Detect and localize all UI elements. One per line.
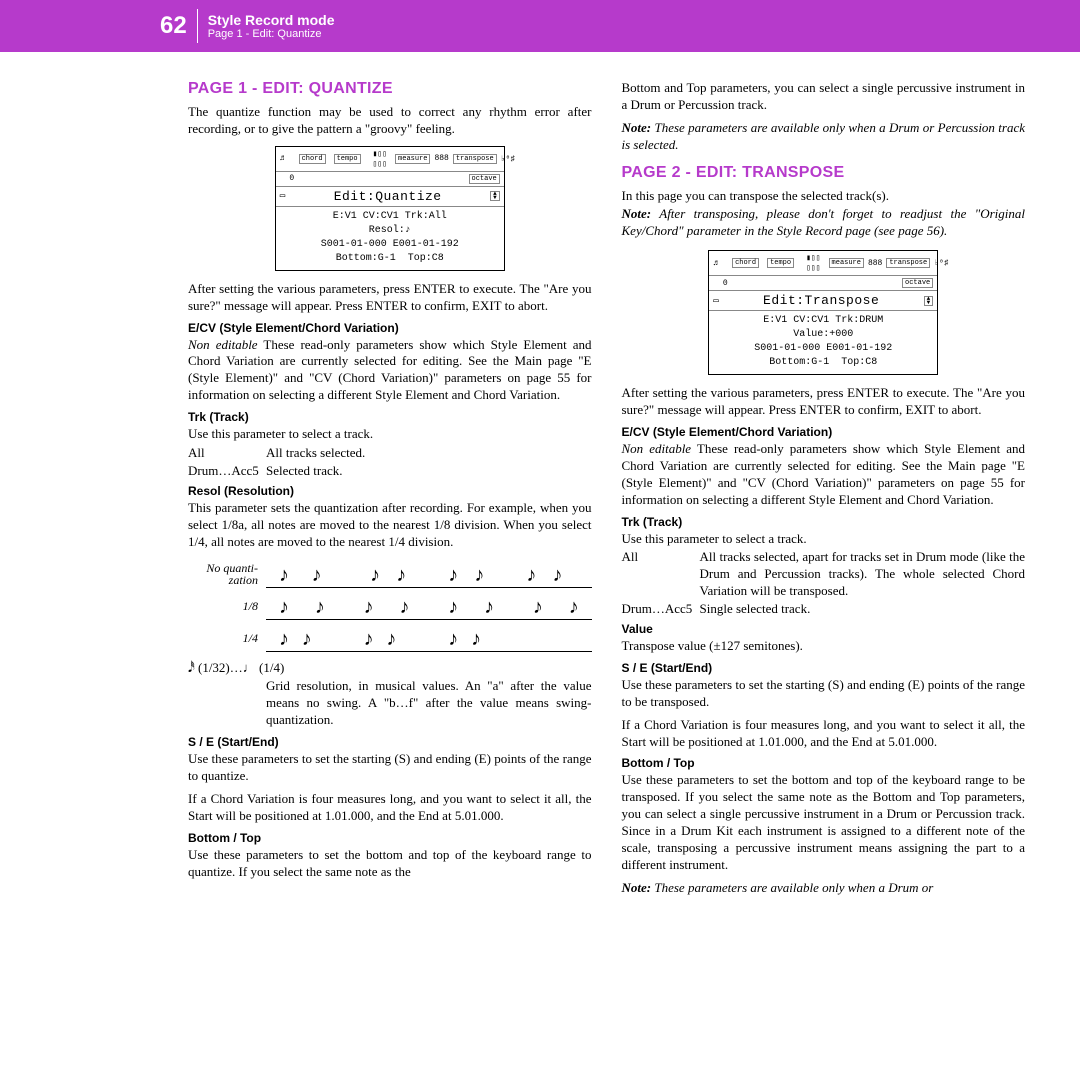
quantize-after-text: After setting the various parameters, pr… bbox=[188, 281, 592, 315]
header-divider bbox=[197, 9, 198, 43]
quantize-intro: The quantize function may be used to cor… bbox=[188, 104, 592, 138]
param-all-label: All bbox=[188, 445, 266, 462]
q14-label: 1/4 bbox=[188, 632, 266, 644]
ecv-heading: E/CV (Style Element/Chord Variation) bbox=[188, 321, 592, 335]
ecv-prefix-2: Non editable bbox=[622, 441, 692, 456]
ecv-body: Non editable These read-only parameters … bbox=[188, 337, 592, 405]
param-all-label-2: All bbox=[622, 549, 700, 600]
se-heading: S / E (Start/End) bbox=[188, 735, 592, 749]
bt-heading: Bottom / Top bbox=[188, 831, 592, 845]
ecv-prefix: Non editable bbox=[188, 337, 258, 352]
lcd-status-row: ♬ chord tempo ▮▯▯ ▯▯▯ measure 888 transp… bbox=[276, 147, 504, 172]
right-column: Bottom and Top parameters, you can selec… bbox=[622, 80, 1026, 907]
lcd2-line-1: E:V1 CV:CV1 Trk:DRUM bbox=[717, 314, 929, 327]
lcd-line-2: Resol:♪ bbox=[284, 224, 496, 237]
octave-icon: octave bbox=[469, 174, 500, 184]
left-column: PAGE 1 - EDIT: QUANTIZE The quantize fun… bbox=[188, 80, 592, 907]
note-2: Note: After transposing, please don't fo… bbox=[622, 206, 1026, 240]
trk-heading: Trk (Track) bbox=[188, 410, 592, 424]
header-title: Style Record mode bbox=[208, 12, 335, 29]
measure-icon: measure bbox=[395, 154, 430, 164]
note-1: Note: These parameters are available onl… bbox=[622, 120, 1026, 154]
chord-icon: chord bbox=[299, 154, 326, 164]
tempo-icon: tempo bbox=[767, 258, 794, 268]
folder-icon: ▭ bbox=[713, 296, 718, 306]
param-all-desc-2: All tracks selected, apart for tracks se… bbox=[700, 549, 1026, 600]
lcd-title-2: Edit:Transpose bbox=[723, 293, 920, 308]
bt-body-2: Use these parameters to set the bottom a… bbox=[622, 772, 1026, 873]
note-3: Note: These parameters are available onl… bbox=[622, 880, 1026, 897]
page-header: 62 Style Record mode Page 1 - Edit: Quan… bbox=[0, 0, 1080, 52]
lcd-body-2: E:V1 CV:CV1 Trk:DRUM Value:+000 S001-01-… bbox=[709, 311, 937, 374]
folder-icon: ▭ bbox=[280, 191, 285, 201]
noquant-line: ♪♪ ♪♪ ♪♪ ♪♪ bbox=[266, 560, 592, 588]
q18-label: 1/8 bbox=[188, 600, 266, 612]
lcd-transpose: ♬ chord tempo ▮▯▯ ▯▯▯ measure 888 transp… bbox=[708, 250, 938, 375]
q18-line: ♪♪ ♪♪ ♪♪ ♪♪ bbox=[266, 592, 592, 620]
se-heading-2: S / E (Start/End) bbox=[622, 661, 1026, 675]
lcd-title-row-2: ▭ Edit:Transpose ▲▼ bbox=[709, 291, 937, 311]
lcd2-line-4: Bottom:G-1 Top:C8 bbox=[717, 356, 929, 369]
lcd-line-1: E:V1 CV:CV1 Trk:All bbox=[284, 210, 496, 223]
param-all: All All tracks selected. bbox=[188, 445, 592, 462]
transpose-after-text: After setting the various parameters, pr… bbox=[622, 385, 1026, 419]
param-drum-label-2: Drum…Acc5 bbox=[622, 601, 700, 618]
trk-heading-2: Trk (Track) bbox=[622, 515, 1026, 529]
se-body-2: If a Chord Variation is four measures lo… bbox=[188, 791, 592, 825]
transpose-icon: transpose bbox=[886, 258, 930, 268]
bt-heading-2: Bottom / Top bbox=[622, 756, 1026, 770]
chord-icon: chord bbox=[732, 258, 759, 268]
lcd-octave-row-2: 0 octave bbox=[709, 276, 937, 291]
transpose-intro: In this page you can transpose the selec… bbox=[622, 188, 1026, 205]
param-drum: Drum…Acc5 Selected track. bbox=[188, 463, 592, 480]
se-body-1b: Use these parameters to set the starting… bbox=[622, 677, 1026, 711]
param-drum-desc-2: Single selected track. bbox=[700, 601, 1026, 618]
trk-intro-2: Use this parameter to select a track. bbox=[622, 531, 1026, 548]
lcd-line-3: S001-01-000 E001-01-192 bbox=[284, 238, 496, 251]
param-all-desc: All tracks selected. bbox=[266, 445, 592, 462]
q14-line: ♪♪ ♪♪ ♪♪ bbox=[266, 624, 592, 652]
resol-desc: Grid resolution, in musical values. An "… bbox=[266, 678, 592, 729]
lcd-quantize: ♬ chord tempo ▮▯▯ ▯▯▯ measure 888 transp… bbox=[275, 146, 505, 271]
section-heading-transpose: PAGE 2 - EDIT: TRANSPOSE bbox=[622, 164, 1026, 182]
se-body-2b: If a Chord Variation is four measures lo… bbox=[622, 717, 1026, 751]
beat-indicator: ▮▯▯ ▯▯▯ bbox=[373, 149, 387, 169]
lcd-line-4: Bottom:G-1 Top:C8 bbox=[284, 252, 496, 265]
transpose-icon: transpose bbox=[453, 154, 497, 164]
resol-heading: Resol (Resolution) bbox=[188, 484, 592, 498]
lcd-title-row: ▭ Edit:Quantize ▲▼ bbox=[276, 187, 504, 207]
noquant-label: No quanti- zation bbox=[188, 562, 266, 586]
bt-body: Use these parameters to set the bottom a… bbox=[188, 847, 592, 881]
value-body: Transpose value (±127 semitones). bbox=[622, 638, 1026, 655]
value-heading: Value bbox=[622, 622, 1026, 636]
lcd-title: Edit:Quantize bbox=[289, 189, 486, 204]
lcd2-line-3: S001-01-000 E001-01-192 bbox=[717, 342, 929, 355]
resol-range: 𝅘𝅥𝅰 (1/32)…♩ (1/4) bbox=[188, 660, 592, 676]
quantize-diagram: No quanti- zation ♪♪ ♪♪ ♪♪ ♪♪ 1/8 ♪♪ ♪♪ … bbox=[188, 560, 592, 652]
lcd-octave-row: 0 octave bbox=[276, 172, 504, 187]
se-body-1: Use these parameters to set the starting… bbox=[188, 751, 592, 785]
octave-icon: octave bbox=[902, 278, 933, 288]
section-heading-quantize: PAGE 1 - EDIT: QUANTIZE bbox=[188, 80, 592, 98]
param-all-2: All All tracks selected, apart for track… bbox=[622, 549, 1026, 600]
tempo-icon: tempo bbox=[334, 154, 361, 164]
param-drum-label: Drum…Acc5 bbox=[188, 463, 266, 480]
lcd2-line-2: Value:+000 bbox=[717, 328, 929, 341]
page-number: 62 bbox=[160, 12, 187, 40]
scroll-arrows-icon: ▲▼ bbox=[490, 191, 500, 201]
ecv-body-2: Non editable These read-only parameters … bbox=[622, 441, 1026, 509]
header-subtitle: Page 1 - Edit: Quantize bbox=[208, 28, 335, 40]
ecv-heading-2: E/CV (Style Element/Chord Variation) bbox=[622, 425, 1026, 439]
param-drum-desc: Selected track. bbox=[266, 463, 592, 480]
trk-intro: Use this parameter to select a track. bbox=[188, 426, 592, 443]
lcd-status-row-2: ♬ chord tempo ▮▯▯ ▯▯▯ measure 888 transp… bbox=[709, 251, 937, 276]
resol-body: This parameter sets the quantization aft… bbox=[188, 500, 592, 551]
measure-icon: measure bbox=[829, 258, 864, 268]
lcd-body: E:V1 CV:CV1 Trk:All Resol:♪ S001-01-000 … bbox=[276, 207, 504, 270]
scroll-arrows-icon: ▲▼ bbox=[924, 296, 934, 306]
bt-continuation: Bottom and Top parameters, you can selec… bbox=[622, 80, 1026, 114]
param-drum-2: Drum…Acc5 Single selected track. bbox=[622, 601, 1026, 618]
content-area: PAGE 1 - EDIT: QUANTIZE The quantize fun… bbox=[0, 52, 1080, 907]
beat-indicator: ▮▯▯ ▯▯▯ bbox=[806, 253, 820, 273]
